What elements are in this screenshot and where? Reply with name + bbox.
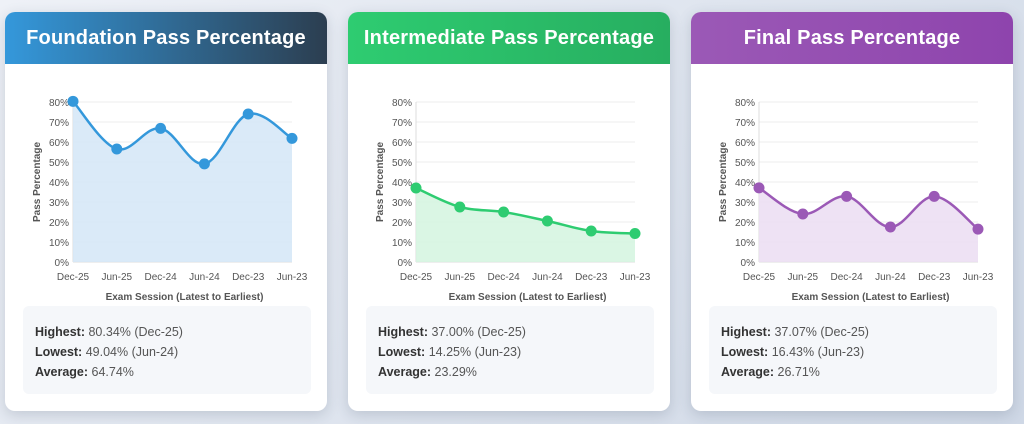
- y-tick-label: 20%: [392, 218, 412, 229]
- y-tick-label: 40%: [392, 178, 412, 189]
- card-title: Final Pass Percentage: [743, 26, 961, 49]
- x-tick-label: Dec-25: [57, 272, 90, 283]
- chart-svg: 0% 10% 20% 30% 40% 50% 60% 70% 80% Dec-25 Jun-25 De…: [375, 98, 651, 303]
- x-tick-label: Dec-23: [918, 272, 951, 283]
- series-area: [416, 188, 635, 262]
- y-tick-label: 40%: [49, 178, 69, 189]
- data-point: [972, 223, 984, 235]
- data-point: [753, 182, 765, 194]
- data-point: [242, 108, 254, 120]
- y-tick-label: 80%: [49, 98, 69, 109]
- stat-lowest: Lowest: 16.43% (Jun-23): [721, 345, 865, 359]
- x-tick-label: Jun-24: [875, 272, 906, 283]
- y-tick-label: 50%: [392, 158, 412, 169]
- data-point: [797, 208, 809, 220]
- stat-average: Average: 64.74%: [35, 365, 134, 379]
- card-header: Final Pass Percentage: [691, 12, 1013, 64]
- data-point: [198, 158, 210, 170]
- series-area: [73, 101, 292, 262]
- card-header: Foundation Pass Percentage: [5, 12, 327, 64]
- x-tick-label: Jun-25: [788, 272, 819, 283]
- series-area: [759, 187, 978, 262]
- x-axis-title: Exam Session (Latest to Earliest): [106, 292, 264, 303]
- card-title: Foundation Pass Percentage: [26, 26, 306, 49]
- x-axis-title: Exam Session (Latest to Earliest): [449, 292, 607, 303]
- data-point: [541, 215, 553, 227]
- stats-panel: Highest: 37.07% (Dec-25) Lowest: 16.43% …: [709, 306, 997, 394]
- intermediate-card: Intermediate Pass Percentage 0% 10% 20% 30%…: [348, 12, 670, 411]
- chart-svg: 0% 10% 20% 30% 40% 50% 60% 70% 80% Dec-25 Jun-25 De…: [32, 95, 308, 303]
- x-tick-label: Jun-23: [963, 272, 994, 283]
- data-point: [928, 190, 940, 202]
- data-point: [585, 225, 597, 237]
- y-tick-label: 60%: [392, 138, 412, 149]
- card-title: Intermediate Pass Percentage: [363, 26, 655, 49]
- y-tick-label: 80%: [392, 98, 412, 109]
- y-tick-label: 70%: [735, 118, 755, 129]
- stat-lowest: Lowest: 49.04% (Jun-24): [35, 345, 179, 359]
- y-tick-label: 10%: [49, 238, 69, 249]
- y-tick-label: 30%: [392, 198, 412, 209]
- chart-svg: 0% 10% 20% 30% 40% 50% 60% 70% 80% Dec-25 Jun-25 De…: [718, 98, 994, 303]
- stat-highest: Highest: 80.34% (Dec-25): [35, 325, 183, 339]
- stat-highest: Highest: 37.00% (Dec-25): [378, 325, 526, 339]
- x-tick-label: Dec-24: [830, 272, 863, 283]
- y-tick-label: 60%: [735, 138, 755, 149]
- data-point: [629, 228, 641, 239]
- stat-average: Average: 26.71%: [721, 365, 820, 379]
- y-tick-label: 80%: [735, 98, 755, 109]
- x-tick-label: Jun-25: [445, 272, 476, 283]
- y-tick-label: 60%: [49, 138, 69, 149]
- y-tick-label: 30%: [735, 198, 755, 209]
- foundation-chart: 0% 10% 20% 30% 40% 50% 60% 70% 80% Dec-25 Jun-25 De…: [5, 72, 327, 312]
- y-axis-title: Pass Percentage: [375, 142, 386, 222]
- data-point: [884, 221, 896, 233]
- data-point: [67, 95, 79, 107]
- x-tick-label: Jun-23: [620, 272, 651, 283]
- intermediate-chart: 0% 10% 20% 30% 40% 50% 60% 70% 80% Dec-25 Jun-25 De…: [348, 72, 670, 312]
- data-point: [454, 201, 466, 213]
- final-card: Final Pass Percentage 0% 10% 20% 30% 40% 50% 6…: [691, 12, 1013, 411]
- y-tick-label: 10%: [392, 238, 412, 249]
- x-tick-label: Jun-24: [189, 272, 220, 283]
- data-point: [410, 182, 422, 194]
- y-tick-label: 0%: [741, 258, 756, 269]
- x-axis-title: Exam Session (Latest to Earliest): [792, 292, 950, 303]
- y-tick-label: 50%: [735, 158, 755, 169]
- y-tick-label: 70%: [392, 118, 412, 129]
- y-axis-title: Pass Percentage: [32, 142, 43, 222]
- data-point: [111, 143, 123, 155]
- stat-highest: Highest: 37.07% (Dec-25): [721, 325, 869, 339]
- card-header: Intermediate Pass Percentage: [348, 12, 670, 64]
- x-tick-label: Jun-24: [532, 272, 563, 283]
- data-point: [841, 190, 853, 202]
- data-point: [286, 132, 298, 144]
- x-tick-label: Jun-25: [102, 272, 133, 283]
- y-tick-label: 20%: [49, 218, 69, 229]
- y-tick-label: 10%: [735, 238, 755, 249]
- stat-lowest: Lowest: 14.25% (Jun-23): [378, 345, 522, 359]
- x-tick-label: Dec-24: [144, 272, 177, 283]
- x-tick-label: Dec-23: [575, 272, 608, 283]
- y-tick-label: 40%: [735, 178, 755, 189]
- y-tick-label: 0%: [398, 258, 413, 269]
- stats-panel: Highest: 80.34% (Dec-25) Lowest: 49.04% …: [23, 306, 311, 394]
- x-tick-label: Dec-25: [743, 272, 776, 283]
- y-tick-label: 70%: [49, 118, 69, 129]
- y-tick-label: 50%: [49, 158, 69, 169]
- data-point: [498, 206, 510, 218]
- final-chart: 0% 10% 20% 30% 40% 50% 60% 70% 80% Dec-25 Jun-25 De…: [691, 72, 1013, 312]
- stats-panel: Highest: 37.00% (Dec-25) Lowest: 14.25% …: [366, 306, 654, 394]
- x-tick-label: Dec-25: [400, 272, 433, 283]
- x-tick-label: Jun-23: [277, 272, 308, 283]
- data-point: [155, 122, 167, 134]
- y-tick-label: 0%: [55, 258, 70, 269]
- y-tick-label: 30%: [49, 198, 69, 209]
- x-tick-label: Dec-23: [232, 272, 265, 283]
- x-tick-label: Dec-24: [487, 272, 520, 283]
- y-axis-title: Pass Percentage: [718, 142, 729, 222]
- y-tick-label: 20%: [735, 218, 755, 229]
- stat-average: Average: 23.29%: [378, 365, 477, 379]
- foundation-card: Foundation Pass Percentage 0% 10% 20% 30% 40…: [5, 12, 327, 411]
